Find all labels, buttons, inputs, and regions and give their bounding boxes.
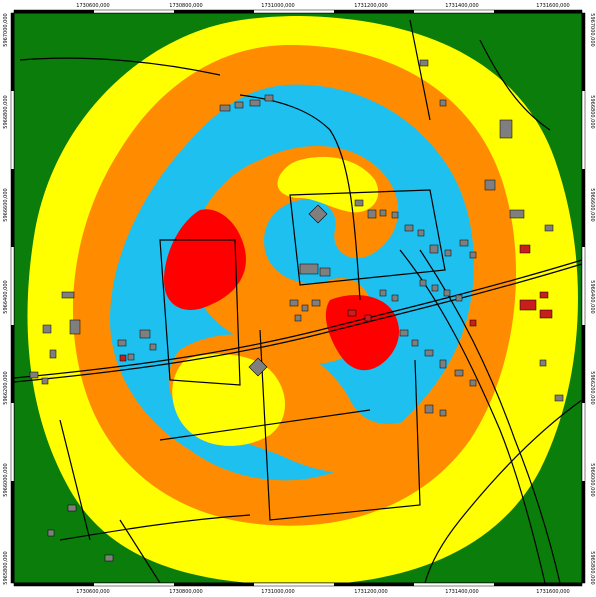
top-tick-label: 1731200,000: [354, 3, 387, 9]
top-tick-label: 1730600,000: [76, 3, 109, 9]
right-tick-label: 5966200,000: [589, 371, 595, 404]
right-tick-label: 5965800,000: [589, 551, 595, 584]
bottom-tick-label: 1731600,000: [536, 589, 569, 595]
right-tick-label: 5966000,000: [589, 463, 595, 496]
left-tick-label: 5966800,000: [3, 95, 9, 128]
bottom-tick-label: 1731400,000: [445, 589, 478, 595]
left-tick-label: 5966000,000: [3, 463, 9, 496]
right-coordinate-labels: 5967000,000 5966800,000 5966600,000 5966…: [589, 13, 595, 584]
inner-yellow-core: [172, 354, 285, 446]
top-tick-label: 1731400,000: [445, 3, 478, 9]
top-tick-label: 1731600,000: [536, 3, 569, 9]
top-tick-label: 1730800,000: [169, 3, 202, 9]
left-tick-label: 5966400,000: [3, 280, 9, 313]
bottom-tick-label: 1731000,000: [261, 589, 294, 595]
red-zone-center: [325, 295, 400, 371]
left-tick-label: 5967000,000: [3, 13, 9, 46]
bottom-coordinate-labels: 1730600,000 1730800,000 1731000,000 1731…: [76, 589, 569, 595]
right-tick-label: 5966600,000: [589, 188, 595, 221]
top-coordinate-labels: 1730600,000 1730800,000 1731000,000 1731…: [76, 3, 569, 9]
left-tick-label: 5966200,000: [3, 371, 9, 404]
bottom-tick-label: 1730800,000: [169, 589, 202, 595]
left-coordinate-labels: 5967000,000 5966800,000 5966600,000 5966…: [3, 13, 9, 584]
red-zone-west: [164, 209, 246, 310]
buildings: [29, 59, 564, 562]
graduated-border: [10, 9, 586, 587]
measurement-point-north: [308, 204, 328, 224]
inner-yellow-swirl: [277, 156, 379, 213]
bottom-tick-label: 1731200,000: [354, 589, 387, 595]
top-tick-label: 1731000,000: [261, 3, 294, 9]
map-body: [13, 13, 583, 585]
buildings-red: [119, 244, 553, 362]
right-tick-label: 5966400,000: [589, 280, 595, 313]
right-tick-label: 5967000,000: [589, 13, 595, 46]
left-tick-label: 5966600,000: [3, 188, 9, 221]
road-network: [13, 19, 583, 584]
left-tick-label: 5965800,000: [3, 551, 9, 584]
right-tick-label: 5966800,000: [589, 95, 595, 128]
bottom-tick-label: 1730600,000: [76, 589, 109, 595]
measurement-point-south: [248, 357, 268, 377]
